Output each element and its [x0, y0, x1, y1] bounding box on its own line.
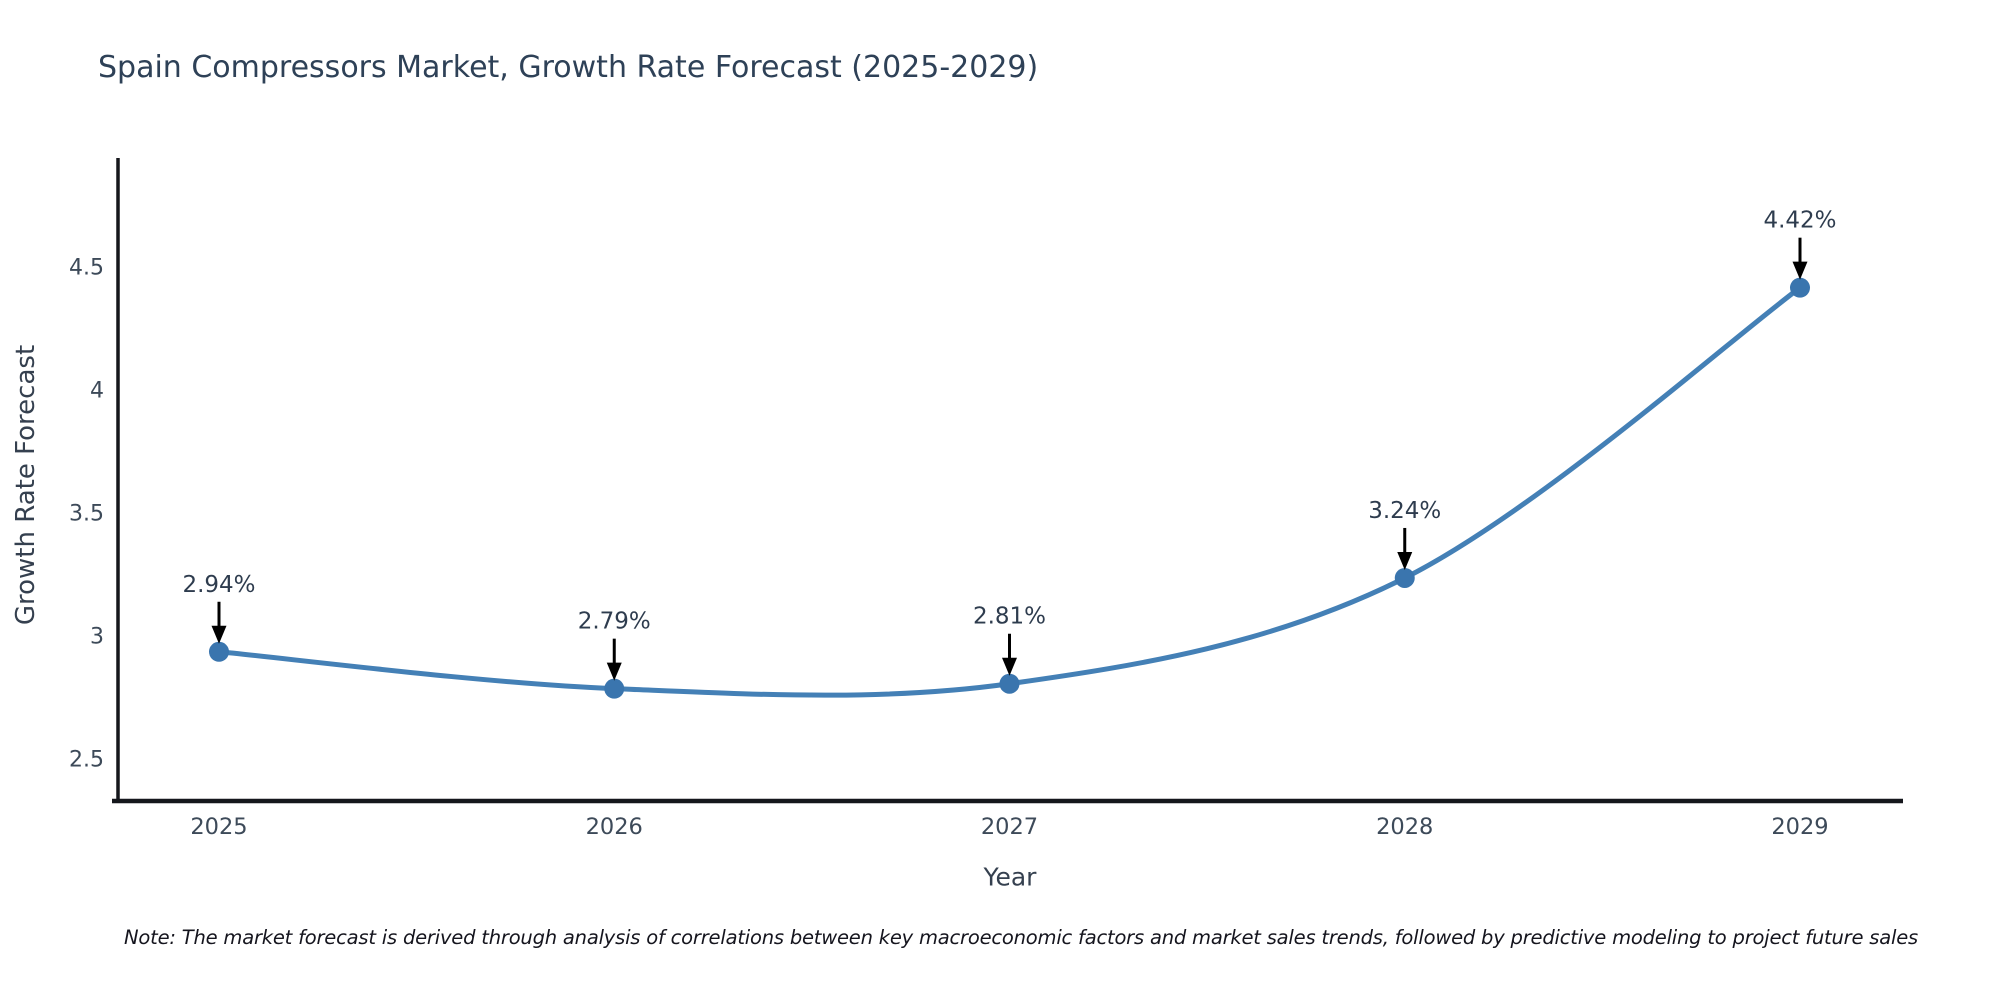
data-point-marker — [1790, 277, 1810, 298]
footnote-text: Note: The market forecast is derived thr… — [124, 926, 1918, 949]
y-tick-label: 4.5 — [69, 256, 104, 281]
y-tick-label: 4 — [90, 379, 104, 404]
x-tick-label: 2026 — [586, 814, 643, 840]
x-tick-label: 2025 — [190, 814, 247, 840]
data-point-marker — [209, 641, 229, 662]
chart-title: Spain Compressors Market, Growth Rate Fo… — [98, 50, 1039, 85]
annotation-arrowhead-icon — [606, 662, 622, 681]
data-point-marker — [999, 673, 1020, 694]
annotation-label: 3.24% — [1368, 498, 1441, 524]
data-point-marker — [604, 678, 625, 699]
annotation-label: 2.94% — [182, 572, 255, 598]
data-point-marker — [1394, 567, 1415, 588]
x-tick-label: 2028 — [1376, 814, 1433, 840]
annotation-arrowhead-icon — [1397, 551, 1413, 570]
y-tick-label: 2.5 — [69, 748, 104, 773]
x-tick-label: 2027 — [981, 814, 1038, 840]
annotation-arrowhead-icon — [1792, 261, 1808, 280]
x-tick-label: 2029 — [1771, 814, 1828, 840]
annotation-arrowhead-icon — [1002, 657, 1017, 676]
annotation-arrowhead-icon — [211, 625, 227, 644]
y-tick-label: 3 — [90, 625, 104, 650]
y-tick-label: 3.5 — [69, 502, 104, 527]
x-axis-title: Year — [983, 862, 1037, 892]
annotation-label: 2.81% — [973, 604, 1046, 630]
annotation-label: 2.79% — [578, 609, 651, 635]
series-line — [216, 285, 1803, 698]
annotation-label: 4.42% — [1763, 208, 1836, 234]
